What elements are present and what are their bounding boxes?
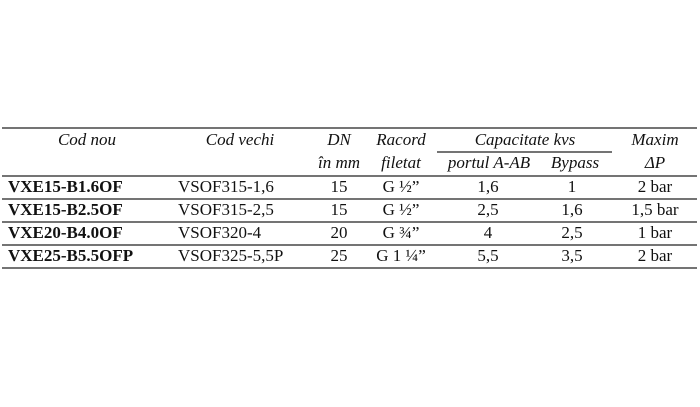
header-cell: filetat [381, 153, 422, 172]
header-cell: DN [326, 130, 352, 149]
header-cell: Bypass [551, 153, 600, 172]
cell: 15 [331, 200, 348, 219]
cell: 5,5 [477, 246, 498, 265]
cell: VXE15-B2.5OF [8, 200, 123, 219]
header-cell: ΔP [644, 153, 665, 172]
cell: G ¾” [383, 223, 420, 242]
header-cell: Capacitate kvs [475, 130, 576, 149]
header-cell: portul A-AB [447, 153, 531, 172]
cell: 15 [331, 177, 348, 196]
cell: 2,5 [477, 200, 498, 219]
cell: VSOF320-4 [178, 223, 262, 242]
header-cell: Maxim [630, 130, 678, 149]
cell: VSOF325-5,5P [178, 246, 283, 265]
cell: 20 [331, 223, 348, 242]
cell: VXE20-B4.0OF [8, 223, 123, 242]
cell: 3,5 [561, 246, 582, 265]
cell: 1 [568, 177, 577, 196]
cell: VXE25-B5.5OFP [8, 246, 133, 265]
cell: 1,5 bar [631, 200, 679, 219]
header-cell: Cod vechi [206, 130, 275, 149]
cell: G ½” [383, 177, 420, 196]
cell: G ½” [383, 200, 420, 219]
cell: G 1 ¼” [376, 246, 426, 265]
header-cell: Racord [375, 130, 426, 149]
cell: VXE15-B1.6OF [8, 177, 123, 196]
header-cell: Cod nou [58, 130, 116, 149]
cell: 4 [484, 223, 493, 242]
cell: VSOF315-2,5 [178, 200, 274, 219]
cell: 2,5 [561, 223, 582, 242]
cell: 25 [331, 246, 348, 265]
cell: 1 bar [638, 223, 673, 242]
cell: 2 bar [638, 177, 673, 196]
cell: 1,6 [477, 177, 498, 196]
cell: 2 bar [638, 246, 673, 265]
cell: 1,6 [561, 200, 582, 219]
header-cell: în mm [318, 153, 360, 172]
cell: VSOF315-1,6 [178, 177, 274, 196]
